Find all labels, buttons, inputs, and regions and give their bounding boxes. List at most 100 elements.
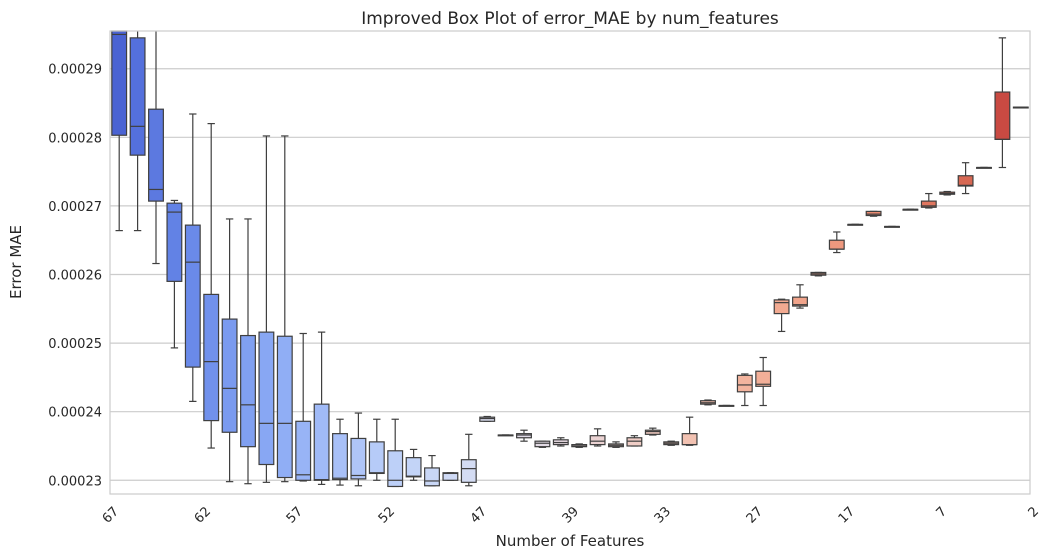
box-5	[203, 122, 220, 449]
box-48	[994, 37, 1011, 169]
box-iqr	[148, 108, 164, 202]
y-tick-label: 0.00025	[48, 337, 102, 352]
box-iqr	[773, 299, 790, 315]
box-44	[920, 192, 937, 209]
box-iqr	[460, 459, 477, 483]
x-tick-label: 52	[376, 504, 398, 526]
box-23	[534, 440, 551, 448]
box-iqr	[258, 331, 275, 466]
box-31	[681, 416, 698, 446]
box-iqr	[368, 441, 385, 475]
box-iqr	[626, 437, 643, 447]
box-14	[368, 418, 385, 481]
box-24	[552, 437, 569, 447]
y-axis-label: Error MAE	[7, 225, 25, 299]
y-tick-label: 0.00023	[48, 474, 102, 489]
box-15	[387, 418, 404, 488]
box-30	[663, 440, 680, 446]
box-iqr	[589, 435, 606, 446]
box-35	[755, 356, 772, 407]
box-21	[497, 434, 514, 437]
x-tick-labels: 67 62 57 52 47 39 33 27 17 7 2	[100, 504, 1039, 526]
y-tick-label: 0.00026	[48, 269, 102, 284]
chart-title: Improved Box Plot of error_MAE by num_fe…	[361, 9, 779, 29]
box-2	[148, 31, 164, 265]
box-38	[810, 271, 827, 277]
y-tick-label: 0.00028	[48, 131, 102, 146]
plot-frame	[109, 30, 1031, 495]
box-27	[608, 441, 624, 448]
x-tick-label: 62	[192, 504, 214, 526]
y-tick-labels: 0.00023 0.00024 0.00025 0.00026 0.00027 0.000…	[48, 63, 102, 490]
box-iqr	[479, 416, 496, 422]
box-iqr	[166, 202, 183, 282]
box-iqr	[295, 420, 312, 481]
box-45	[939, 190, 956, 196]
box-3	[166, 199, 183, 349]
x-tick-label: 57	[284, 504, 306, 526]
box-iqr	[387, 450, 404, 488]
box-7	[240, 218, 256, 485]
box-37	[792, 284, 808, 309]
x-tick-label: 67	[100, 504, 122, 526]
box-iqr	[424, 467, 440, 487]
box-46	[957, 162, 974, 195]
box-43	[902, 208, 919, 211]
box-iqr	[736, 374, 753, 393]
box-25	[571, 443, 588, 448]
box-iqr	[994, 91, 1011, 140]
box-17	[424, 454, 440, 487]
y-tick-label: 0.00029	[48, 63, 102, 78]
box-iqr	[129, 37, 146, 156]
box-iqr	[516, 433, 532, 439]
box-26	[589, 428, 606, 447]
box-iqr	[240, 334, 256, 448]
box-12	[332, 418, 348, 486]
box-36	[773, 298, 790, 333]
box-18	[442, 472, 459, 481]
boxes-layer	[111, 30, 1029, 488]
box-22	[516, 429, 532, 442]
x-tick-label: 27	[744, 504, 766, 526]
box-iqr	[920, 200, 937, 208]
box-iqr	[442, 472, 459, 481]
box-iqr	[792, 296, 808, 307]
box-33	[718, 404, 735, 407]
y-tick-label: 0.00024	[48, 406, 102, 421]
x-tick-label: 33	[652, 504, 674, 526]
box-10	[295, 332, 312, 482]
box-8	[258, 135, 275, 483]
box-iqr	[644, 429, 661, 435]
box-iqr	[828, 239, 845, 250]
box-49	[1012, 106, 1029, 109]
box-iqr	[534, 440, 551, 448]
box-iqr	[957, 175, 974, 187]
box-41	[865, 210, 882, 217]
box-iqr	[184, 224, 201, 368]
x-tick-label: 39	[560, 504, 582, 526]
x-tick-label: 7	[934, 504, 950, 520]
box-iqr	[865, 210, 882, 217]
box-28	[626, 435, 643, 447]
box-1	[129, 31, 146, 232]
box-iqr	[111, 30, 128, 136]
x-tick-label: 2	[1026, 504, 1039, 520]
box-34	[736, 373, 753, 407]
box-iqr	[203, 293, 220, 422]
box-32	[700, 399, 716, 406]
x-axis-label: Number of Features	[496, 532, 645, 550]
x-tick-label: 47	[468, 504, 490, 526]
box-9	[276, 135, 293, 483]
box-39	[828, 231, 845, 254]
box-6	[221, 218, 238, 483]
box-40	[847, 223, 864, 226]
box-20	[479, 415, 496, 422]
box-19	[460, 433, 477, 487]
box-iqr	[332, 433, 348, 481]
box-iqr	[350, 437, 367, 480]
box-0	[111, 30, 128, 232]
box-29	[644, 427, 661, 436]
box-iqr	[681, 433, 698, 446]
box-iqr	[313, 403, 330, 481]
